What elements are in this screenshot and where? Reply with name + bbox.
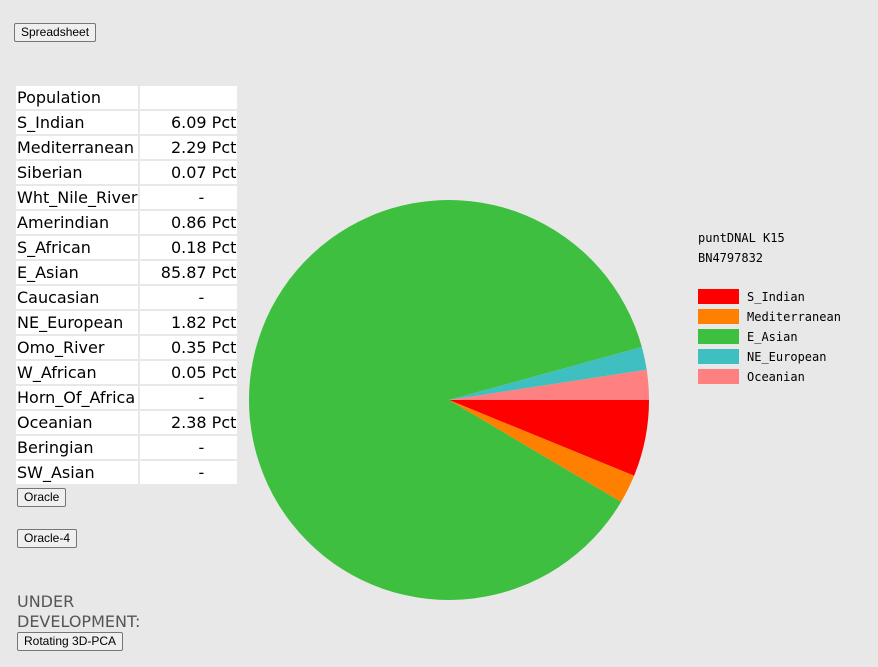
- population-name: Siberian: [16, 161, 139, 184]
- table-row: W_African 0.05 Pct: [16, 361, 238, 384]
- population-name: Wht_Nile_River: [16, 186, 139, 209]
- table-row: S_Indian 6.09 Pct: [16, 111, 238, 134]
- legend-swatch: [698, 329, 739, 344]
- population-table: Population S_Indian 6.09 Pct Mediterranean…: [14, 84, 239, 486]
- spreadsheet-button[interactable]: Spreadsheet: [14, 23, 97, 42]
- oracle-button[interactable]: Oracle: [17, 488, 67, 507]
- population-value: -: [140, 436, 238, 459]
- legend-label: Mediterranean: [747, 310, 841, 324]
- pie-slice-mediterranean: [449, 400, 635, 502]
- legend-label: NE_European: [747, 350, 826, 364]
- population-header-value: [140, 86, 238, 109]
- population-name: Caucasian: [16, 286, 139, 309]
- chart-title: puntDNAL K15: [698, 231, 785, 245]
- table-row: NE_European 1.82 Pct: [16, 311, 238, 334]
- population-name: E_Asian: [16, 261, 139, 284]
- legend-swatch: [698, 349, 739, 364]
- population-value: 0.05 Pct: [140, 361, 238, 384]
- legend-swatch: [698, 369, 739, 384]
- population-name: SW_Asian: [16, 461, 139, 484]
- population-name: NE_European: [16, 311, 139, 334]
- legend-swatch: [698, 289, 739, 304]
- population-name: Mediterranean: [16, 136, 139, 159]
- table-header-row: Population: [16, 86, 238, 109]
- population-name: Oceanian: [16, 411, 139, 434]
- population-name: Horn_Of_Africa: [16, 386, 139, 409]
- population-value: 85.87 Pct: [140, 261, 238, 284]
- table-row: Wht_Nile_River -: [16, 186, 238, 209]
- oracle4-button[interactable]: Oracle-4: [17, 529, 78, 548]
- table-row: S_African 0.18 Pct: [16, 236, 238, 259]
- population-value: 6.09 Pct: [140, 111, 238, 134]
- pie-slice-s-indian: [449, 400, 649, 476]
- population-name: S_Indian: [16, 111, 139, 134]
- pie-slice-e-asian: [248, 199, 642, 600]
- under-development-label: UNDER DEVELOPMENT:: [17, 592, 141, 631]
- table-row: Caucasian -: [16, 286, 238, 309]
- table-row: E_Asian 85.87 Pct: [16, 261, 238, 284]
- pie-slice-oceanian: [449, 369, 649, 400]
- population-value: 2.38 Pct: [140, 411, 238, 434]
- population-name: Omo_River: [16, 336, 139, 359]
- population-name: Beringian: [16, 436, 139, 459]
- chart-subtitle: BN4797832: [698, 251, 763, 265]
- chart-legend: S_Indian Mediterranean E_Asian NE_European O…: [698, 289, 841, 384]
- legend-label: S_Indian: [747, 290, 805, 304]
- table-row: Horn_Of_Africa -: [16, 386, 238, 409]
- population-value: -: [140, 461, 238, 484]
- pie-slices: [248, 199, 649, 600]
- population-value: -: [140, 286, 238, 309]
- population-value: 0.86 Pct: [140, 211, 238, 234]
- legend-swatch: [698, 309, 739, 324]
- table-row: Siberian 0.07 Pct: [16, 161, 238, 184]
- table-row: Beringian -: [16, 436, 238, 459]
- table-row: Oceanian 2.38 Pct: [16, 411, 238, 434]
- legend-label: E_Asian: [747, 330, 798, 344]
- table-row: Omo_River 0.35 Pct: [16, 336, 238, 359]
- population-value: 0.18 Pct: [140, 236, 238, 259]
- population-header: Population: [16, 86, 139, 109]
- population-value: 0.07 Pct: [140, 161, 238, 184]
- table-row: SW_Asian -: [16, 461, 238, 484]
- rotating-3d-pca-button[interactable]: Rotating 3D-PCA: [17, 632, 124, 651]
- table-row: Amerindian 0.86 Pct: [16, 211, 238, 234]
- population-value: -: [140, 386, 238, 409]
- table-row: Mediterranean 2.29 Pct: [16, 136, 238, 159]
- population-name: Amerindian: [16, 211, 139, 234]
- pie-slice-ne-european: [449, 347, 647, 400]
- legend-label: Oceanian: [747, 370, 805, 384]
- population-value: 1.82 Pct: [140, 311, 238, 334]
- population-name: W_African: [16, 361, 139, 384]
- population-name: S_African: [16, 236, 139, 259]
- population-value: 2.29 Pct: [140, 136, 238, 159]
- population-value: -: [140, 186, 238, 209]
- population-value: 0.35 Pct: [140, 336, 238, 359]
